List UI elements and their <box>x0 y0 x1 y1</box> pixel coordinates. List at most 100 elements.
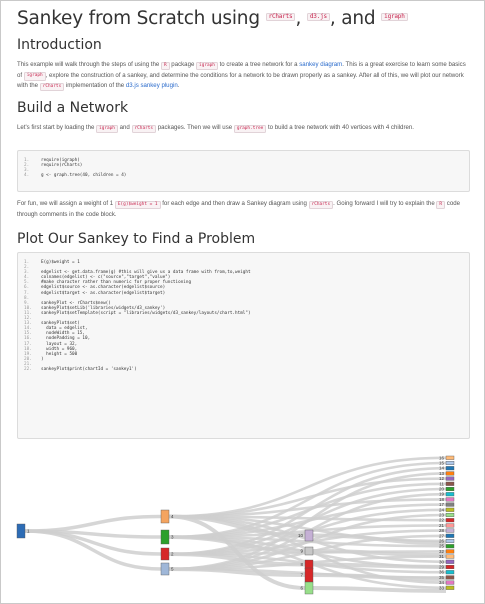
text: , explore the construction of a sankey, … <box>17 71 464 90</box>
code-text: edgelist$target <- as.character(edgelist… <box>41 290 166 296</box>
code-line: 12. <box>24 316 463 321</box>
sankey-node <box>445 492 455 497</box>
code-block-build[interactable]: 1. require(igraph) 2. require(rCharts) 3. 4. g… <box>17 150 470 192</box>
line-number: 9. <box>24 300 30 306</box>
intro-paragraph: This example will walk through the steps… <box>17 60 472 92</box>
code-line: 8. <box>24 296 463 301</box>
text: to create a tree network for a <box>217 61 300 68</box>
code-line: 1. require(igraph) <box>24 158 463 163</box>
line-number: 17. <box>24 341 32 347</box>
code-text: height = 500 <box>41 351 78 357</box>
title-code-rcharts: rCharts <box>265 12 296 22</box>
sankey-node <box>445 538 455 543</box>
code-text: sankeyPlot$set( <box>41 321 80 327</box>
code-text: data = edgelist, <box>41 326 88 332</box>
title-separator: , <box>295 8 302 29</box>
sankey-node <box>445 512 455 517</box>
sankey-node <box>160 529 170 545</box>
sankey-node-label: 8 <box>300 562 303 567</box>
text: implementation of the <box>64 82 126 89</box>
line-number: 5. <box>24 280 30 286</box>
sankey-link <box>312 573 447 581</box>
text: Let's first start by loading the <box>17 124 97 131</box>
text: This example will walk through the steps… <box>17 61 161 68</box>
sankey-node-label: 32 <box>439 549 445 554</box>
sankey-node <box>445 564 455 569</box>
d3-sankey-plugin-link[interactable]: d3.js sankey plugin <box>125 82 178 89</box>
sankey-node-label: 14 <box>439 466 445 471</box>
code-line: 7. edgelist$target <- as.character(edgeli… <box>24 291 463 296</box>
sankey-node-label: 18 <box>439 497 445 502</box>
sankey-node-label: 36 <box>439 570 445 575</box>
sankey-node <box>445 455 455 460</box>
title-separator: , and <box>329 8 376 29</box>
sankey-node <box>304 581 314 595</box>
line-number: 10. <box>24 305 32 311</box>
text: . <box>177 82 180 89</box>
sankey-node-label: 12 <box>439 476 445 481</box>
plot-heading: Plot Our Sankey to Find a Problem <box>17 231 256 247</box>
sankey-node-label: 20 <box>439 487 445 492</box>
sankey-node <box>445 549 455 554</box>
sankey-diagram-link[interactable]: sankey diagram <box>299 61 343 68</box>
line-number: 14. <box>24 326 32 332</box>
inline-code: graph.tree <box>233 124 267 133</box>
code-text: edgelist$source <- as.character(edgelist… <box>41 285 166 291</box>
code-line: 1. E(g)$weight = 1 <box>24 260 463 265</box>
sankey-link <box>168 567 306 577</box>
sankey-node-label: 11 <box>439 481 444 486</box>
sankey-node-label: 5 <box>171 567 174 572</box>
sankey-node-label: 13 <box>439 471 445 476</box>
sankey-link <box>24 529 162 571</box>
sankey-node <box>445 559 455 564</box>
sankey-node-label: 15 <box>439 461 445 466</box>
code-block-plot[interactable]: 1. E(g)$weight = 1 2. 3. edgelist <- get.dat… <box>17 252 470 439</box>
code-line: 19. height = 500 <box>24 352 463 357</box>
sankey-node <box>445 575 455 580</box>
code-line: 3. <box>24 168 463 173</box>
code-text: #make character rather than numeric for … <box>41 280 192 286</box>
inline-code: rCharts <box>308 200 334 209</box>
inline-code: R <box>436 200 446 209</box>
inline-code: rCharts <box>131 124 157 133</box>
sankey-node-label: 6 <box>300 586 303 591</box>
text: . Going forward I will try to explain th… <box>333 200 437 207</box>
line-number: 3. <box>24 270 30 276</box>
sankey-node-label: 4 <box>171 514 174 519</box>
build-paragraph: Let's first start by loading the igraph … <box>17 123 472 134</box>
code-line: 13. sankeyPlot$set( <box>24 321 463 326</box>
code-text: ) <box>41 356 44 362</box>
sankey-node-label: 27 <box>439 533 445 538</box>
text: . This is a great exercise to learn some… <box>17 61 466 79</box>
sankey-node-label: 24 <box>439 507 445 512</box>
line-number: 7. <box>24 290 30 296</box>
text: packages. Then we will use <box>156 124 234 131</box>
line-number: 22. <box>24 366 32 372</box>
code-line: 14. data = edgelist, <box>24 326 463 331</box>
code-line: 3. edgelist <- get.data.frame(g) #this wi… <box>24 270 463 275</box>
sankey-node-label: 1 <box>27 529 30 534</box>
sankey-node <box>304 546 314 556</box>
sankey-node <box>160 509 170 524</box>
inline-code: igraph <box>196 61 218 70</box>
sankey-node <box>445 507 455 512</box>
title-code-d3js: d3.js <box>306 12 330 22</box>
sankey-node <box>445 502 455 507</box>
sankey-link <box>168 514 306 590</box>
build-heading: Build a Network <box>17 100 129 116</box>
line-number: 16. <box>24 336 32 342</box>
line-number: 2. <box>24 163 30 169</box>
sankey-link <box>312 562 447 569</box>
line-number: 20. <box>24 356 32 362</box>
line-number: 12. <box>24 316 32 322</box>
sankey-node <box>445 554 455 559</box>
code-line: 4. g <- graph.tree(40, children = 4) <box>24 173 463 178</box>
sankey-node-label: 29 <box>439 565 445 570</box>
sankey-node-label: 23 <box>439 513 445 518</box>
text: for each edge and then draw a Sankey dia… <box>160 200 309 207</box>
line-number: 3. <box>24 168 30 174</box>
inline-code: igraph <box>96 124 118 133</box>
line-number: 8. <box>24 295 30 301</box>
line-number: 13. <box>24 321 32 327</box>
line-number: 18. <box>24 346 32 352</box>
